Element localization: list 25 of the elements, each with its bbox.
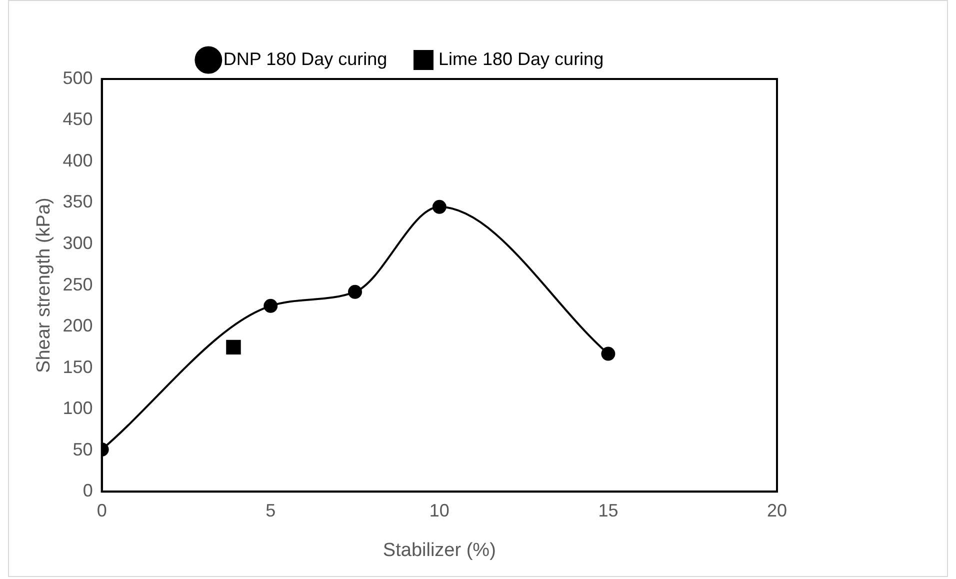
y-tick-label: 150 (62, 356, 93, 377)
point (264, 298, 278, 313)
y-tick-label: 350 (62, 192, 93, 212)
x-tick-label: 15 (598, 500, 618, 520)
y-tick-label: 500 (62, 68, 93, 88)
legend-label: DNP 180 Day curing (223, 48, 388, 69)
y-tick-label: 50 (72, 439, 93, 460)
point (432, 200, 446, 214)
y-axis-title: Shear strength (kPa) (34, 198, 55, 373)
point (601, 346, 616, 361)
y-tick-label: 200 (62, 316, 93, 336)
y-tick-label: 300 (62, 233, 93, 254)
x-tick-label: 5 (266, 500, 276, 520)
x-tick-label: 0 (96, 500, 107, 520)
x-axis-title: Stabilizer (%) (382, 540, 496, 561)
legend-label: Lime 180 Day curing (438, 48, 604, 69)
point (226, 340, 241, 355)
y-tick-label: 100 (62, 398, 93, 418)
y-tick-label: 450 (62, 109, 93, 130)
x-tick-label: 20 (766, 500, 788, 520)
y-tick-label: 250 (62, 274, 93, 294)
point (348, 284, 362, 299)
y-tick-label: 400 (62, 150, 93, 170)
x-tick-label: 10 (429, 500, 450, 520)
y-tick-label: 0 (82, 480, 93, 501)
